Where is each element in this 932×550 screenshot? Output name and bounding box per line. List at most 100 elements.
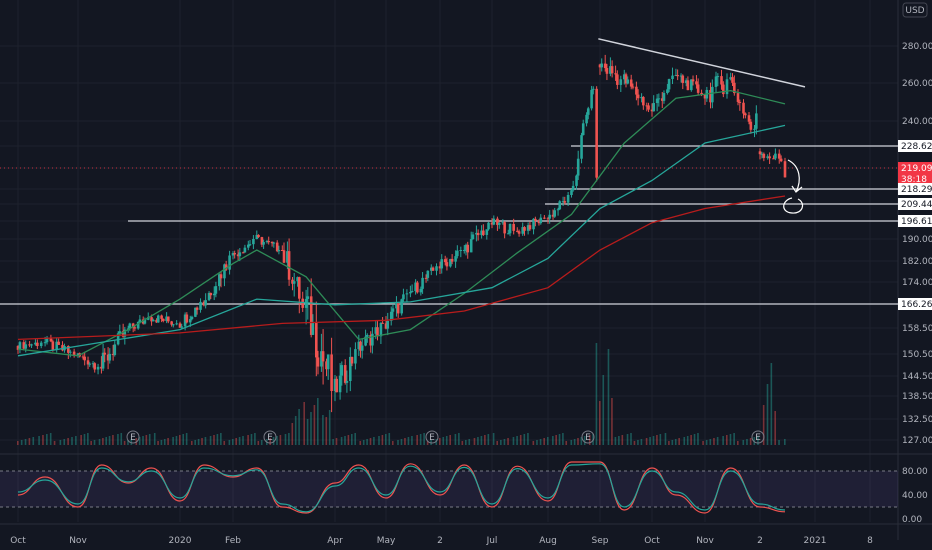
candle-body — [369, 334, 372, 346]
level-price-value: 166.26 — [901, 300, 932, 310]
candle-body — [160, 315, 163, 319]
candle-body — [487, 222, 490, 230]
candle-body — [445, 262, 449, 267]
earnings-marker — [263, 430, 277, 444]
volume-bar — [220, 433, 222, 445]
earnings-marker — [581, 430, 595, 444]
volume-bar — [516, 436, 518, 445]
candle-body — [622, 74, 626, 80]
candle-body — [640, 96, 643, 99]
candle-body — [228, 255, 231, 270]
drawn-arrow-annotation — [787, 159, 803, 193]
candle-body — [402, 294, 405, 300]
candle-body — [359, 341, 362, 351]
volume-bar — [340, 437, 343, 445]
candle-body — [131, 323, 135, 328]
volume-bar — [519, 435, 522, 445]
volume-bar — [552, 436, 554, 445]
volume-bar — [547, 437, 549, 445]
candle-body — [753, 128, 756, 130]
volume-bar — [366, 439, 368, 445]
volume-bar — [145, 435, 148, 445]
volume-bar — [500, 440, 502, 445]
oscillator-axis-label: 0.00 — [902, 515, 922, 525]
candle-body — [188, 319, 192, 323]
volume-bar — [157, 441, 159, 445]
candle-body — [711, 86, 714, 103]
volume-bar — [543, 438, 545, 445]
candle-body — [366, 334, 369, 337]
candle-body — [609, 66, 612, 74]
candle-body — [561, 201, 565, 203]
candle-body — [482, 230, 485, 235]
candle-body — [161, 318, 165, 322]
candle-body — [349, 356, 352, 382]
candle-body — [729, 77, 732, 80]
volume-bar — [42, 435, 44, 445]
candle-body — [183, 314, 187, 327]
candle-body — [252, 239, 255, 245]
volume-bar — [683, 437, 686, 445]
candle-body — [357, 341, 361, 350]
candle-body — [121, 331, 125, 337]
volume-bar — [163, 439, 166, 445]
candle-body — [354, 349, 357, 364]
candle-body — [106, 354, 110, 361]
candle-body — [194, 307, 197, 317]
volume-bar — [332, 439, 334, 445]
volume-bar — [317, 398, 319, 445]
volume-bar — [678, 438, 680, 445]
candle-body — [755, 113, 758, 129]
candle-body — [619, 79, 623, 85]
candle-body — [345, 381, 349, 383]
candle-body — [435, 266, 438, 271]
candle-body — [136, 321, 140, 329]
volume-bar — [671, 440, 674, 445]
candle-body — [292, 281, 296, 284]
price-axis-label: 158.50 — [902, 324, 932, 334]
volume-bar — [503, 439, 506, 445]
candle-body — [343, 365, 347, 383]
price-axis-label: 132.50 — [902, 415, 932, 425]
volume-bar — [298, 409, 300, 445]
volume-bar — [182, 434, 185, 445]
volume-bar — [53, 441, 56, 445]
candle-body — [400, 299, 403, 314]
candle-body — [270, 241, 274, 244]
candle-body — [570, 190, 573, 195]
volume-bar — [310, 412, 312, 445]
candle-body — [282, 250, 286, 263]
candle-body — [459, 250, 463, 251]
volume-bar — [640, 439, 643, 445]
time-axis-label: Jul — [486, 536, 498, 546]
candle-body — [722, 84, 725, 95]
candle-body — [590, 89, 593, 109]
volume-bar — [378, 436, 380, 445]
volume-bar — [303, 402, 305, 445]
volume-bar — [442, 437, 445, 445]
countdown-value: 38:18 — [901, 175, 927, 185]
candle-body — [113, 344, 117, 356]
candle-body — [296, 277, 299, 282]
candle-body — [166, 316, 170, 322]
candle-body — [315, 322, 318, 358]
trendline — [598, 38, 806, 88]
candle-body — [645, 105, 649, 107]
volume-bar — [24, 439, 27, 445]
candle-body — [731, 77, 734, 83]
volume-bar — [664, 433, 667, 445]
volume-bar — [400, 439, 403, 445]
volume-bar — [473, 438, 476, 445]
volume-bar — [17, 441, 19, 445]
time-axis-label: 2 — [437, 536, 443, 546]
candle-body — [204, 300, 207, 306]
oscillator-axis-label: 80.00 — [902, 467, 928, 477]
volume-bar — [247, 435, 249, 445]
candle-body — [709, 89, 712, 103]
candle-body — [655, 98, 659, 104]
volume-bar — [496, 441, 499, 445]
candle-body — [419, 288, 423, 293]
earnings-marker-label: E — [267, 433, 273, 443]
time-axis-label: Nov — [69, 536, 87, 546]
